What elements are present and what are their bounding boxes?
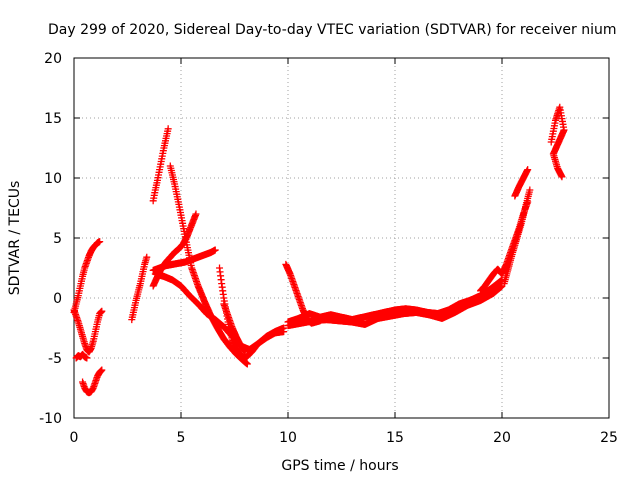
series-arc-b	[70, 306, 106, 356]
series-arc-l	[220, 300, 249, 356]
data-point	[524, 166, 532, 174]
data-marks	[70, 103, 568, 397]
y-tick-label: 10	[44, 171, 62, 187]
series-arc-s	[547, 103, 568, 181]
data-point	[241, 348, 249, 356]
x-tick-label: 0	[70, 430, 79, 446]
series-arc-c	[72, 350, 91, 362]
grid	[74, 58, 609, 418]
data-point	[558, 173, 566, 181]
data-point	[83, 354, 91, 362]
data-point	[280, 324, 288, 332]
x-tick-label: 20	[493, 430, 511, 446]
y-tick-label: 0	[53, 291, 62, 307]
series-arc-q	[500, 186, 534, 288]
y-tick-label: -5	[48, 351, 62, 367]
y-tick-label: 20	[44, 51, 62, 67]
data-point	[98, 366, 106, 374]
y-axis: -10 -5 0 5 10 15 20	[39, 51, 609, 427]
data-point	[98, 307, 106, 315]
y-tick-label: 15	[44, 111, 62, 127]
data-point	[143, 253, 151, 261]
series-arc-r	[511, 166, 532, 200]
data-point	[243, 360, 251, 368]
y-axis-title: SDTVAR / TECUs	[7, 181, 23, 296]
series-arc-j	[151, 270, 288, 354]
y-tick-label: -10	[39, 411, 62, 427]
data-point	[164, 125, 172, 133]
data-point	[526, 186, 534, 194]
series-arc-f	[149, 125, 172, 205]
x-tick-label: 15	[386, 430, 404, 446]
y-tick-label: 5	[53, 231, 62, 247]
series-arc-h	[149, 246, 219, 274]
chart-title: Day 299 of 2020, Sidereal Day-to-day VTE…	[48, 22, 617, 38]
x-axis: 0 5 10 15 20 25	[70, 58, 618, 446]
data-point	[192, 210, 200, 218]
series-arc-a	[70, 238, 104, 316]
series-arc-o	[284, 282, 506, 330]
x-tick-label: 5	[177, 430, 186, 446]
series-arc-e	[128, 253, 151, 324]
x-tick-label: 25	[600, 430, 618, 446]
x-tick-label: 10	[279, 430, 297, 446]
data-point	[96, 238, 104, 246]
series-arc-d	[79, 366, 106, 397]
data-point	[211, 246, 219, 254]
x-axis-title: GPS time / hours	[281, 458, 398, 474]
